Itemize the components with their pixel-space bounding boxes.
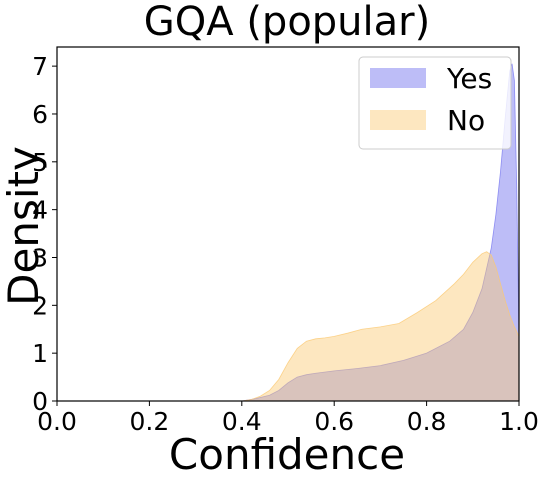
chart-title: GQA (popular) [144, 0, 430, 45]
y-tick-label: 6 [32, 100, 48, 129]
legend: Yes No [358, 56, 512, 150]
x-tick-label: 0.4 [222, 407, 262, 436]
legend-swatch-yes [370, 68, 426, 88]
series-area-yes [241, 63, 520, 402]
y-tick-label: 2 [32, 291, 48, 320]
x-tick-label: 1.0 [499, 407, 539, 436]
x-tick-label: 0.8 [407, 407, 447, 436]
x-axis-label: Confidence [169, 430, 405, 479]
y-axis-label: Density [0, 146, 48, 306]
y-tick-label: 4 [32, 196, 48, 225]
legend-label-no: No [447, 104, 485, 137]
y-tick-label: 3 [32, 243, 48, 272]
y-tick-label: 5 [32, 148, 48, 177]
x-axis-ticks: 0.0 0.2 0.4 0.6 0.8 1.0 [37, 401, 539, 436]
x-tick-label: 0.0 [37, 407, 77, 436]
x-tick-label: 0.6 [314, 407, 354, 436]
y-tick-label: 0 [32, 387, 48, 416]
legend-label-yes: Yes [446, 62, 492, 95]
y-axis-ticks: 0 1 2 3 4 5 6 7 [32, 52, 57, 416]
series-area-no [241, 251, 520, 402]
x-tick-label: 0.2 [130, 407, 170, 436]
plot-frame [56, 46, 520, 402]
legend-swatch-no [370, 110, 426, 130]
series-areas [241, 63, 520, 402]
y-tick-label: 1 [32, 339, 48, 368]
y-tick-label: 7 [32, 52, 48, 81]
